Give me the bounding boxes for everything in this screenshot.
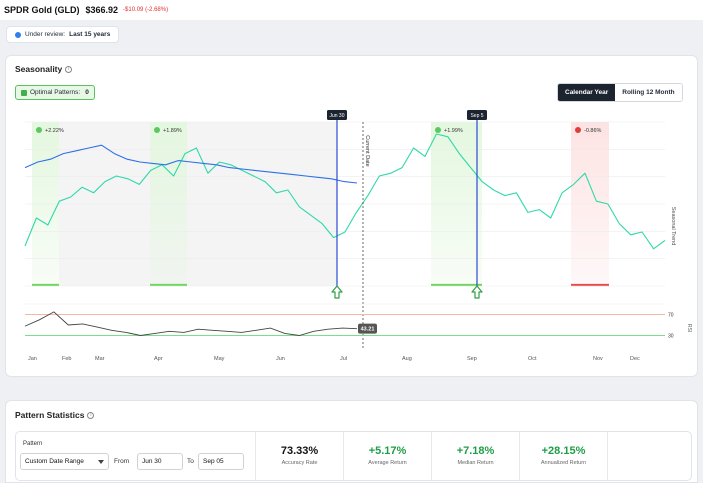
- pattern-badge: +1.89%: [163, 128, 182, 134]
- month-tick-label: Jan: [28, 356, 37, 362]
- month-tick-label: Feb: [62, 356, 71, 362]
- pattern-badge-icon: [575, 127, 581, 133]
- chevron-down-icon: [98, 460, 104, 464]
- rsi-upper-label: 70: [668, 313, 674, 319]
- month-tick-label: Dec: [630, 356, 640, 362]
- median-return-label: Median Return: [457, 460, 494, 466]
- average-return-stat: +5.17% Average Return: [343, 432, 431, 480]
- review-value: Last 15 years: [69, 31, 111, 38]
- info-icon[interactable]: i: [65, 65, 73, 73]
- optimal-count: 0: [85, 89, 89, 96]
- rsi-value-tag: [358, 323, 377, 334]
- date-marker-label: Jun 30: [329, 113, 344, 119]
- review-label: Under review:: [25, 31, 66, 38]
- calendar-icon: [15, 31, 21, 38]
- stat-divider: [607, 432, 693, 480]
- accuracy-rate-value: 73.33%: [280, 445, 319, 457]
- seasonality-card: Seasonality i Optimal Patterns: 0 Calend…: [5, 55, 698, 377]
- pattern-statistics-panel: Pattern Custom Date Range From Jun 30 To…: [15, 431, 692, 481]
- month-tick-label: Jul: [340, 356, 347, 362]
- seasonality-chart[interactable]: +2.22% +1.89% +1.99% -0.86% Jun 30 Sep 5 Curr…: [6, 56, 699, 378]
- current-year-line: [24, 144, 358, 184]
- up-arrow-icon: [331, 285, 343, 299]
- accuracy-rate-stat: 73.33% Accuracy Rate: [255, 432, 343, 480]
- pattern-badge-icon: [36, 127, 42, 133]
- seasonal-trend-line: [24, 133, 666, 250]
- to-date-value: Sep 05: [203, 458, 224, 465]
- current-price: $366.92: [85, 5, 119, 15]
- pattern-select[interactable]: Custom Date Range: [20, 453, 109, 470]
- median-return-stat: +7.18% Median Return: [431, 432, 519, 480]
- month-tick-label: Apr: [154, 356, 163, 362]
- median-return-value: +7.18%: [456, 445, 495, 457]
- to-label: To: [187, 458, 194, 465]
- pattern-statistics-title: Pattern Statistics i: [15, 410, 95, 420]
- pattern-badge: -0.86%: [584, 128, 602, 134]
- date-marker-label: Sep 5: [470, 113, 483, 119]
- pattern-badge: +1.99%: [444, 128, 463, 134]
- rsi-lower-label: 30: [668, 334, 674, 340]
- rsi-axis-label: RSI: [686, 324, 692, 332]
- rsi-current-value: 43.21: [361, 327, 375, 333]
- rsi-line: [24, 311, 358, 336]
- average-return-value: +5.17%: [368, 445, 407, 457]
- seasonality-title-text: Seasonality: [15, 64, 63, 74]
- pattern-badge-icon: [154, 127, 160, 133]
- seasonal-trend-axis-label: Seasonal Trend: [670, 207, 676, 246]
- month-tick-label: May: [214, 356, 225, 362]
- to-date-input[interactable]: Sep 05: [198, 453, 244, 470]
- rolling-12-month-button[interactable]: Rolling 12 Month: [615, 84, 682, 101]
- average-return-label: Average Return: [368, 460, 407, 466]
- month-tick-label: Oct: [528, 356, 537, 362]
- pattern-badge-icon: [435, 127, 441, 133]
- pattern-statistics-title-text: Pattern Statistics: [15, 410, 85, 420]
- month-tick-label: Jun: [276, 356, 285, 362]
- current-date-label: Current Date: [364, 135, 370, 167]
- quote-header: SPDR Gold (GLD) $366.92 -$10.09 (-2.68%): [0, 0, 703, 20]
- review-period-chip[interactable]: Under review: Last 15 years: [6, 26, 120, 43]
- month-tick-label: Mar: [95, 356, 105, 362]
- annualized-return-label: Annualized Return: [540, 460, 587, 466]
- accuracy-rate-label: Accuracy Rate: [281, 460, 318, 466]
- annualized-return-value: +28.15%: [541, 445, 586, 457]
- annualized-return-stat: +28.15% Annualized Return: [519, 432, 607, 480]
- month-tick-label: Nov: [593, 356, 603, 362]
- view-toggle: Calendar Year Rolling 12 Month: [557, 83, 683, 102]
- date-marker-tag: [467, 110, 487, 120]
- pattern-select-value: Custom Date Range: [25, 458, 84, 465]
- info-icon[interactable]: i: [87, 411, 95, 419]
- from-date-value: Jun 30: [142, 458, 162, 465]
- seasonality-title: Seasonality i: [15, 64, 73, 74]
- ticker-name: SPDR Gold (GLD): [4, 5, 80, 15]
- month-tick-label: Aug: [402, 356, 412, 362]
- from-label: From: [114, 458, 130, 465]
- pattern-label: Pattern: [23, 441, 43, 447]
- pattern-square-icon: [21, 89, 27, 96]
- optimal-patterns-chip[interactable]: Optimal Patterns: 0: [15, 85, 95, 100]
- price-change: -$10.09 (-2.68%): [123, 7, 169, 13]
- date-marker-tag: [327, 110, 347, 120]
- from-date-input[interactable]: Jun 30: [137, 453, 183, 470]
- calendar-year-button[interactable]: Calendar Year: [558, 84, 616, 101]
- pattern-badge: +2.22%: [45, 128, 64, 134]
- up-arrow-icon: [471, 285, 483, 299]
- pattern-statistics-card: Pattern Statistics i Pattern Custom Date…: [5, 400, 698, 483]
- month-tick-label: Sep: [467, 356, 477, 362]
- optimal-label: Optimal Patterns:: [30, 89, 81, 96]
